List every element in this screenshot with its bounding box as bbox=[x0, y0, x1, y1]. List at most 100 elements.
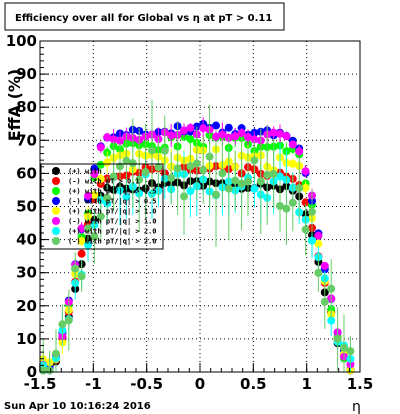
data-point bbox=[96, 160, 105, 169]
data-point bbox=[186, 123, 195, 132]
data-point bbox=[148, 146, 156, 155]
y-tick-label: 90 bbox=[16, 65, 37, 83]
data-point bbox=[269, 128, 278, 137]
data-point bbox=[103, 133, 112, 142]
data-point bbox=[71, 264, 80, 273]
axes: -1.5 -1 -0.5 0 0.5 1 1.5 0 10 20 30 40 50 60 70 80 90 100 bbox=[6, 32, 374, 393]
data-point bbox=[276, 201, 284, 210]
data-point bbox=[45, 366, 54, 375]
data-point bbox=[244, 133, 252, 142]
data-point bbox=[180, 192, 188, 201]
legend-marker bbox=[52, 227, 60, 235]
data-point bbox=[109, 172, 118, 181]
data-point bbox=[237, 129, 246, 138]
data-point bbox=[314, 231, 323, 240]
data-point bbox=[212, 132, 220, 141]
data-point bbox=[84, 191, 92, 200]
data-point bbox=[269, 169, 278, 178]
data-point bbox=[218, 169, 227, 178]
data-point bbox=[282, 204, 291, 213]
data-point bbox=[160, 146, 169, 155]
data-point bbox=[167, 131, 176, 140]
legend-entry: (+) with pT/|q| > 2.0 bbox=[68, 228, 157, 237]
data-point bbox=[212, 190, 220, 199]
data-point bbox=[77, 224, 86, 233]
x-tick-label: 1 bbox=[301, 375, 311, 393]
y-tick-label: 60 bbox=[16, 164, 37, 182]
data-point bbox=[90, 170, 99, 179]
chart-title: Efficiency over all for Global vs η at p… bbox=[15, 13, 272, 24]
data-point bbox=[52, 349, 60, 358]
data-point bbox=[224, 184, 233, 193]
data-point bbox=[301, 183, 310, 192]
data-point bbox=[96, 212, 105, 221]
legend: (+) with (-) with pT > 0.1 (+) with pT/|q|… bbox=[40, 163, 164, 250]
data-point bbox=[128, 159, 137, 168]
data-point bbox=[224, 123, 233, 132]
data-point bbox=[346, 347, 355, 356]
legend-entry: (+) with bbox=[68, 168, 102, 176]
legend-entry: (+) with pT/|q| > 0.5 bbox=[68, 188, 157, 197]
title-frame bbox=[4, 2, 285, 31]
x-tick-label: 0 bbox=[195, 375, 205, 393]
y-tick-label: 80 bbox=[16, 98, 37, 116]
y-tick-label: 70 bbox=[16, 131, 37, 149]
data-point bbox=[308, 236, 316, 245]
legend-marker bbox=[52, 167, 60, 175]
data-point bbox=[186, 186, 195, 195]
legend-entry: (-) with pT > 0.1 bbox=[68, 178, 140, 186]
data-point bbox=[218, 130, 227, 139]
data-point bbox=[263, 170, 272, 179]
data-point bbox=[64, 316, 73, 325]
data-point bbox=[314, 268, 323, 277]
legend-entry: (-) with pT/|q| > 1.0 bbox=[68, 218, 157, 227]
x-axis-label: η bbox=[352, 399, 361, 414]
legend-marker bbox=[52, 207, 60, 215]
data-point bbox=[250, 156, 259, 165]
data-point bbox=[77, 272, 86, 281]
data-point bbox=[199, 166, 208, 175]
y-tick-label: 20 bbox=[16, 297, 37, 315]
legend-marker bbox=[52, 177, 60, 185]
x-tick-label: 1.5 bbox=[347, 375, 374, 393]
data-point bbox=[276, 129, 284, 138]
data-points bbox=[39, 100, 355, 375]
data-point bbox=[84, 240, 92, 249]
y-tick-label: 30 bbox=[16, 264, 37, 282]
data-point bbox=[282, 132, 291, 141]
data-point bbox=[141, 168, 150, 177]
data-point bbox=[308, 207, 316, 216]
data-point bbox=[186, 135, 195, 144]
data-point bbox=[167, 173, 176, 182]
series-group bbox=[39, 100, 355, 375]
data-point bbox=[340, 343, 348, 352]
legend-marker bbox=[52, 217, 60, 225]
data-point bbox=[58, 320, 67, 329]
data-point bbox=[116, 136, 124, 145]
data-point bbox=[250, 184, 259, 193]
data-point bbox=[276, 172, 284, 181]
data-point bbox=[192, 159, 201, 168]
legend-marker bbox=[52, 197, 60, 205]
data-point bbox=[301, 167, 310, 176]
legend-entry: (-) with pT/|q| > 2.0 bbox=[68, 238, 157, 247]
y-axis-label: EffA (%) bbox=[5, 69, 24, 142]
data-point bbox=[205, 152, 214, 161]
data-point bbox=[109, 135, 118, 144]
legend-frame bbox=[40, 163, 164, 250]
data-point bbox=[288, 198, 297, 207]
data-point bbox=[237, 179, 246, 188]
x-tick-label: 0.5 bbox=[240, 375, 267, 393]
x-tick-label: -0.5 bbox=[130, 375, 163, 393]
data-point bbox=[327, 316, 336, 325]
data-point bbox=[288, 140, 297, 149]
data-point bbox=[116, 186, 124, 195]
data-point bbox=[256, 177, 265, 186]
data-point bbox=[244, 177, 252, 186]
data-point bbox=[90, 232, 99, 241]
data-point bbox=[84, 224, 92, 233]
series-group bbox=[39, 117, 355, 375]
legend-entry: (+) with pT/|q| > 1.0 bbox=[68, 208, 157, 217]
data-point bbox=[180, 126, 188, 135]
data-point bbox=[173, 164, 182, 173]
